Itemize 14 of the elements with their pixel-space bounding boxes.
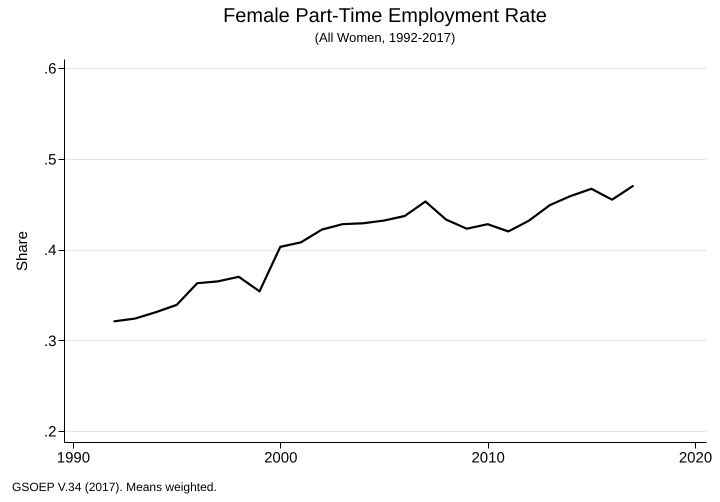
chart-title: Female Part-Time Employment Rate <box>223 5 547 27</box>
line-series <box>113 184 634 322</box>
x-tick-label: 1990 <box>56 450 90 466</box>
x-tick-label: 2000 <box>264 450 298 466</box>
x-tick-label: 2020 <box>678 450 712 466</box>
text: GSOEP V.34 (2017). Means weighted. <box>12 480 217 494</box>
y-tick-label: .5 <box>44 151 56 168</box>
x-tick-label: 2010 <box>471 450 505 466</box>
y-tick-label: .2 <box>44 424 56 441</box>
y-tick-label: .3 <box>44 332 56 350</box>
y-tick-label: .4 <box>44 242 56 260</box>
y-tick-label: .6 <box>44 60 56 78</box>
chart-subtitle: (All Women, 1992-2017) <box>314 30 456 45</box>
y-axis-title: Share <box>14 230 31 272</box>
